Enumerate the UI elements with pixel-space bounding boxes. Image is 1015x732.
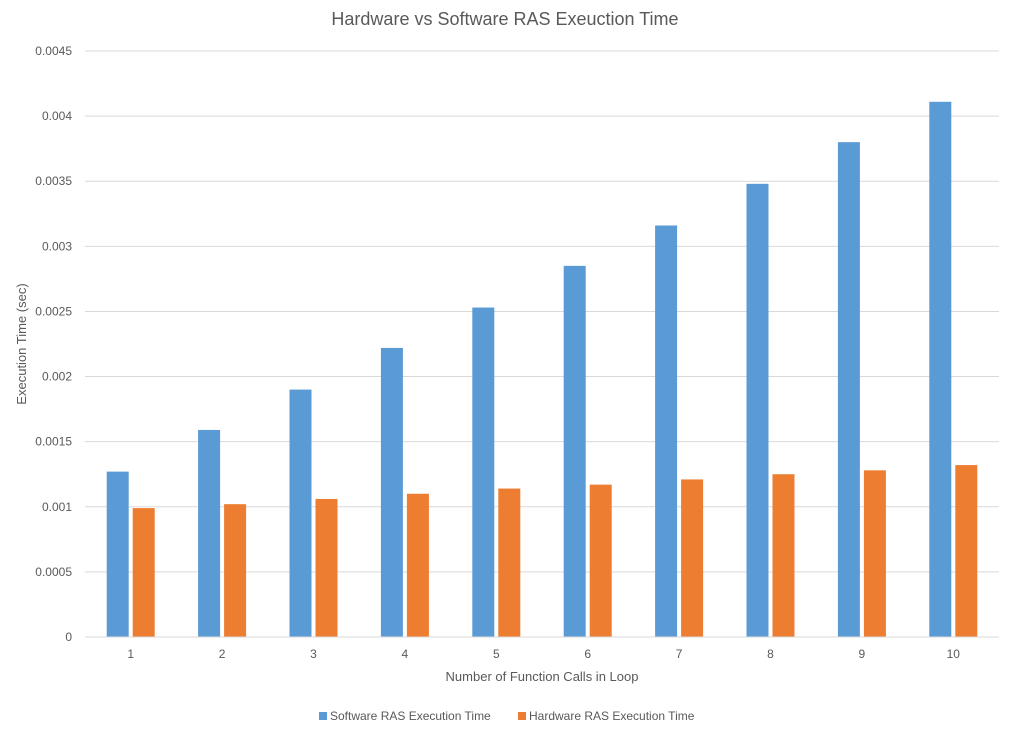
bars [106,101,978,637]
bar-series-1-10 [929,101,952,637]
y-tick-label: 0.0025 [35,304,72,318]
bar-series-1-3 [289,389,312,637]
legend-label-series-1: Software RAS Execution Time [330,709,491,723]
x-tick-label: 6 [584,647,591,661]
x-tick-label: 9 [859,647,866,661]
y-tick-label: 0.0005 [35,565,72,579]
bar-series-1-6 [563,265,586,637]
bar-series-2-6 [589,484,612,637]
y-tick-label: 0 [65,630,72,644]
bar-series-1-7 [655,225,678,637]
x-tick-label: 1 [127,647,134,661]
x-axis-ticks: 1 2 3 4 5 6 7 8 9 10 [127,647,960,661]
bar-series-2-2 [224,504,247,637]
bar-series-2-5 [498,488,521,637]
y-axis-ticks: 0 0.0005 0.001 0.0015 0.002 0.0025 0.003 0.0035… [35,44,72,644]
bar-series-2-7 [681,479,704,637]
gridlines [85,50,999,573]
bar-series-1-9 [837,142,860,637]
y-tick-label: 0.004 [42,109,72,123]
bar-series-1-2 [198,429,221,637]
x-axis-label: Number of Function Calls in Loop [446,669,639,684]
legend-swatch-series-2 [518,712,526,720]
y-tick-label: 0.0045 [35,44,72,58]
x-tick-label: 10 [947,647,961,661]
x-tick-label: 5 [493,647,500,661]
x-tick-label: 7 [676,647,683,661]
legend-swatch-series-1 [319,712,327,720]
bar-series-2-3 [315,498,338,637]
x-tick-label: 3 [310,647,317,661]
legend: Software RAS Execution Time Hardware RAS … [319,709,695,723]
y-tick-label: 0.0035 [35,174,72,188]
y-axis-label: Execution Time (sec) [14,283,29,404]
y-tick-label: 0.002 [42,370,72,384]
y-tick-label: 0.001 [42,500,72,514]
x-tick-label: 8 [767,647,774,661]
x-tick-label: 2 [219,647,226,661]
bar-series-2-4 [406,493,429,637]
bar-series-2-1 [132,508,155,637]
y-tick-label: 0.0015 [35,435,72,449]
bar-series-1-4 [380,347,403,637]
bar-series-2-10 [955,465,978,637]
chart-title: Hardware vs Software RAS Exeuction Time [331,9,678,29]
bar-series-2-8 [772,474,795,637]
x-tick-label: 4 [402,647,409,661]
bar-series-1-8 [746,183,769,637]
legend-label-series-2: Hardware RAS Execution Time [529,709,695,723]
y-tick-label: 0.003 [42,239,72,253]
bar-series-1-1 [106,471,129,637]
bar-series-1-5 [472,307,495,637]
bar-series-2-9 [863,470,886,637]
